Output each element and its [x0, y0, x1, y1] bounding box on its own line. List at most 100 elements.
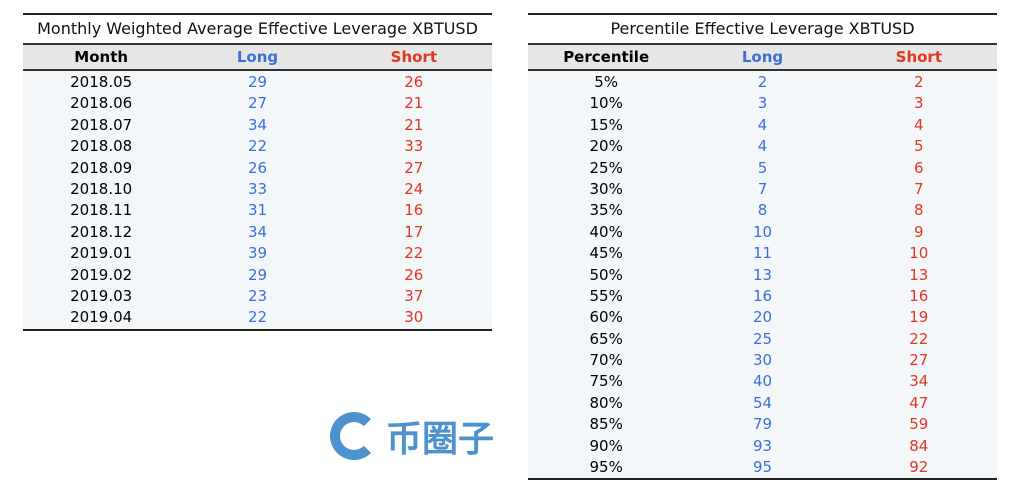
cell-short: 4: [914, 115, 924, 134]
cell-short: 7: [914, 179, 924, 198]
table-row: 2018.10 33 24: [23, 179, 492, 200]
cell-label: 70%: [589, 351, 623, 370]
cell-long: 54: [752, 393, 773, 412]
cell-label: 35%: [589, 201, 623, 220]
table-row: 95% 95 92: [528, 457, 997, 478]
table-row: 60% 20 19: [528, 307, 997, 328]
logo-ring-icon: [330, 412, 378, 460]
cell-short: 6: [914, 158, 924, 177]
watermark-text: 币圈子: [386, 419, 495, 460]
cell-long: 27: [247, 94, 268, 113]
cell-label: 2019.03: [70, 286, 133, 305]
monthly-leverage-table: Monthly Weighted Average Effective Lever…: [23, 13, 492, 331]
cell-label: 10%: [589, 94, 623, 113]
table-row: 2019.04 22 30: [23, 307, 492, 328]
cell-short: 37: [404, 286, 424, 305]
cell-label: 2018.10: [70, 179, 133, 198]
cell-short: 17: [404, 222, 424, 241]
cell-long: 2: [757, 73, 768, 91]
table-row: 2018.12 34 17: [23, 222, 492, 243]
table-row: 5% 2 2: [528, 72, 997, 93]
cell-long: 11: [752, 244, 773, 263]
cell-label: 50%: [589, 265, 623, 284]
cell-short: 5: [914, 137, 924, 156]
table-header: Month Long Short: [23, 45, 492, 71]
cell-short: 13: [909, 265, 929, 284]
header-short: Short: [895, 48, 942, 66]
table-row: 30% 7 7: [528, 179, 997, 200]
cell-label: 5%: [594, 73, 619, 91]
table-row: 2018.05 29 26: [23, 72, 492, 93]
cell-long: 22: [247, 137, 268, 156]
cell-long: 40: [752, 372, 773, 391]
cell-label: 15%: [589, 115, 623, 134]
header-percentile: Percentile: [563, 48, 650, 66]
cell-long: 25: [752, 329, 773, 348]
cell-label: 40%: [589, 222, 623, 241]
cell-long: 20: [752, 308, 773, 327]
header-long: Long: [741, 48, 784, 66]
table-header: Percentile Long Short: [528, 45, 997, 71]
cell-label: 2018.12: [70, 222, 133, 241]
table-body: 5% 2 2 10% 3 3 15% 4 4 20% 4 5 25% 5 6 30% 7 7 35% 8 8 40% 10 9…: [528, 71, 997, 481]
cell-short: 21: [404, 94, 424, 113]
cell-short: 16: [909, 286, 929, 305]
cell-short: 22: [909, 329, 929, 348]
cell-label: 2019.04: [70, 308, 133, 327]
cell-long: 7: [757, 179, 768, 198]
table-body: 2018.05 29 26 2018.06 27 21 2018.07 34 21 2018.08…: [23, 71, 492, 331]
cell-long: 8: [757, 201, 768, 220]
cell-short: 30: [404, 308, 424, 327]
cell-long: 22: [247, 308, 268, 327]
watermark-logo: 币圈子: [330, 410, 494, 462]
table-row: 2019.01 39 22: [23, 243, 492, 264]
table-row: 35% 8 8: [528, 200, 997, 221]
cell-long: 3: [757, 94, 768, 113]
cell-short: 26: [404, 73, 424, 91]
cell-label: 80%: [589, 393, 623, 412]
table-row: 2018.09 26 27: [23, 158, 492, 179]
cell-short: 34: [909, 372, 929, 391]
cell-short: 9: [914, 222, 924, 241]
cell-short: 92: [909, 458, 929, 477]
header-long: Long: [236, 48, 279, 66]
cell-long: 93: [752, 436, 773, 455]
table-row: 15% 4 4: [528, 115, 997, 136]
cell-short: 47: [909, 393, 929, 412]
cell-long: 34: [247, 222, 268, 241]
table-row: 2018.11 31 16: [23, 200, 492, 221]
cell-label: 2018.08: [70, 137, 133, 156]
cell-short: 21: [404, 115, 424, 134]
cell-label: 2018.05: [70, 73, 133, 91]
table-row: 90% 93 84: [528, 436, 997, 457]
cell-short: 59: [909, 415, 929, 434]
cell-label: 2019.02: [70, 265, 133, 284]
table-row: 45% 11 10: [528, 243, 997, 264]
table-row: 40% 10 9: [528, 222, 997, 243]
cell-label: 45%: [589, 244, 623, 263]
table-row: 2019.03 23 37: [23, 286, 492, 307]
cell-label: 2018.09: [70, 158, 133, 177]
table-row: 10% 3 3: [528, 93, 997, 114]
cell-long: 16: [752, 286, 773, 305]
cell-long: 10: [752, 222, 773, 241]
table-row: 2018.06 27 21: [23, 93, 492, 114]
table-row: 75% 40 34: [528, 371, 997, 392]
percentile-leverage-table: Percentile Effective Leverage XBTUSD Per…: [528, 13, 997, 481]
cell-label: 2018.07: [70, 115, 133, 134]
cell-long: 29: [247, 265, 268, 284]
cell-long: 34: [247, 115, 268, 134]
cell-short: 33: [404, 137, 424, 156]
table-row: 70% 30 27: [528, 350, 997, 371]
cell-short: 27: [909, 351, 929, 370]
table-title: Monthly Weighted Average Effective Lever…: [23, 15, 492, 45]
cell-label: 85%: [589, 415, 623, 434]
cell-long: 13: [752, 265, 773, 284]
header-month: Month: [74, 48, 129, 66]
table-row: 50% 13 13: [528, 265, 997, 286]
table-row: 20% 4 5: [528, 136, 997, 157]
cell-short: 27: [404, 158, 424, 177]
cell-short: 2: [914, 73, 924, 91]
cell-long: 39: [247, 244, 268, 263]
cell-label: 20%: [589, 137, 623, 156]
